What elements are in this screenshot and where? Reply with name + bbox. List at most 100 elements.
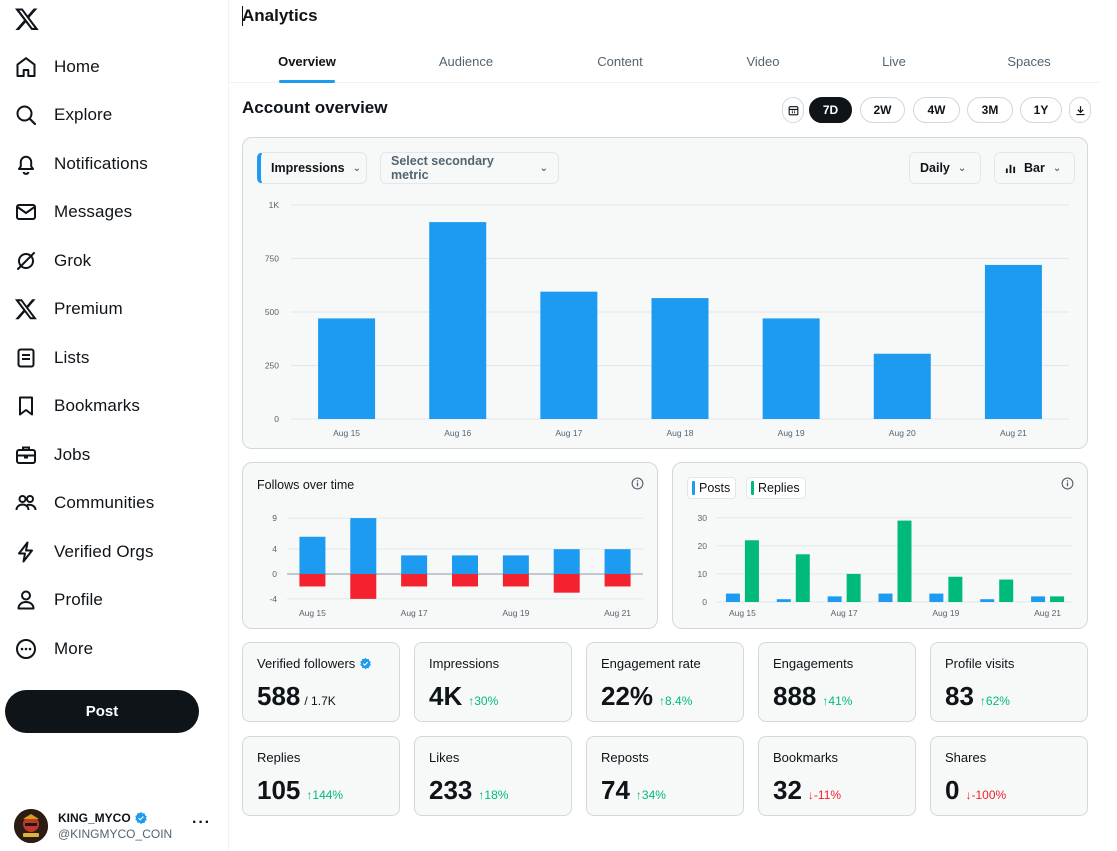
stat-card-impressions[interactable]: Impressions 4K ↑30% [414,642,572,722]
follows-chart-title: Follows over time [257,478,355,492]
chart-bar [827,596,842,602]
chart-bar [350,518,377,575]
sidebar-item-grok[interactable]: Grok [14,241,91,281]
chart-bar [873,353,931,419]
tab-audience[interactable]: Audience [438,54,494,69]
sidebar-item-messages[interactable]: Messages [14,192,132,232]
interval-select[interactable]: Daily ⌄ [909,152,981,184]
follows-chart: -4 0 4 9 Aug 15 Aug 17 Aug 19 Aug 21 [269,513,643,618]
stat-value-row: 233 ↑18% [429,775,508,806]
legend-swatch [751,481,754,495]
stat-card-shares[interactable]: Shares 0 ↓-100% [930,736,1088,816]
account-name: KING_MYCO [58,811,131,825]
sidebar-item-label: Grok [54,251,92,270]
x-tick-label: Aug 19 [502,608,529,618]
sidebar-item-profile[interactable]: Profile [14,580,103,620]
chart-bar [401,574,428,587]
y-tick-label: 250 [265,361,279,371]
tab-live[interactable]: Live [882,54,906,69]
range-4w-button[interactable]: 4W [913,97,960,123]
search-icon [16,105,37,126]
tab-video[interactable]: Video [746,54,780,69]
grok-icon [17,252,35,270]
more-circle-icon [16,639,36,659]
info-icon[interactable] [1061,477,1074,490]
sidebar-item-more[interactable]: More [14,629,93,669]
sidebar-item-label: Communities [54,493,155,512]
sidebar-item-bookmarks[interactable]: Bookmarks [14,386,140,426]
sidebar-item-lists[interactable]: Lists [14,338,89,378]
interval-label: Daily [920,161,950,175]
sidebar-item-label: Home [54,57,100,76]
stat-change: ↑144% [306,788,344,802]
post-button[interactable]: Post [5,690,199,733]
sidebar-item-label: Lists [54,348,90,367]
stat-card-reposts[interactable]: Reposts 74 ↑34% [586,736,744,816]
tab-spaces[interactable]: Spaces [1007,54,1051,69]
range-1y-button[interactable]: 1Y [1020,97,1062,123]
legend-replies[interactable]: Replies [746,477,806,499]
y-tick-label: 750 [265,254,279,264]
legend-posts[interactable]: Posts [687,477,737,499]
sidebar-item-notifications[interactable]: Notifications [14,144,148,184]
stat-card-likes[interactable]: Likes 233 ↑18% [414,736,572,816]
stat-card-engagement-rate[interactable]: Engagement rate 22% ↑8.4% [586,642,744,722]
stat-card-profile-visits[interactable]: Profile visits 83 ↑62% [930,642,1088,722]
more-horizontal-icon[interactable]: ··· [192,814,211,831]
sidebar-item-label: Messages [54,202,133,221]
stat-value-row: 4K ↑30% [429,681,498,712]
chart-type-select[interactable]: Bar ⌄ [994,152,1075,184]
tab-bar: Overview Audience Content Video Live Spa… [229,40,1101,83]
stat-value: 4K [429,681,463,711]
calendar-button[interactable] [782,97,804,123]
x-tick-label: Aug 15 [729,608,756,618]
stat-change: ↑30% [468,694,499,708]
sidebar-item-communities[interactable]: Communities [14,483,154,523]
stat-value-row: 105 ↑144% [257,775,343,806]
stat-card-bookmarks[interactable]: Bookmarks 32 ↓-11% [758,736,916,816]
lightning-icon [18,541,33,563]
chart-bar [452,574,478,587]
x-logo-icon [14,299,37,320]
stat-change: ↓-100% [965,788,1007,802]
stat-value-row: 888 ↑41% [773,681,852,712]
stat-value-row: 0 ↓-100% [945,775,1006,806]
chart-bar [429,222,487,419]
stat-label: Profile visits [945,656,1015,671]
range-3m-button[interactable]: 3M [967,97,1013,123]
range-2w-button[interactable]: 2W [860,97,905,123]
account-switcher[interactable]: KING_MYCO @KINGMYCO_COIN ··· [14,806,219,846]
chart-bar [999,579,1014,602]
sidebar-item-home[interactable]: Home [14,47,100,87]
secondary-metric-select[interactable]: Select secondary metric ⌄ [380,152,559,184]
stat-card-engagements[interactable]: Engagements 888 ↑41% [758,642,916,722]
download-button[interactable] [1069,97,1091,123]
x-tick-label: Aug 17 [555,428,582,438]
posts-replies-chart: 0 10 20 30 Aug 15 Aug 17 Aug 19 Aug 21 [698,513,1073,618]
account-handle: @KINGMYCO_COIN [58,827,173,841]
primary-metric-select[interactable]: Impressions ⌄ [257,152,367,184]
home-icon [16,57,36,77]
x-tick-label: Aug 19 [778,428,805,438]
tab-overview[interactable]: Overview [267,40,347,83]
sidebar-item-explore[interactable]: Explore [14,95,112,135]
sidebar-item-verified-orgs[interactable]: Verified Orgs [14,532,154,572]
chart-bar [350,574,377,599]
sidebar-item-premium[interactable]: Premium [14,289,123,329]
sidebar-item-label: Verified Orgs [54,542,154,561]
info-icon[interactable] [631,477,644,490]
sidebar: Home Explore Notifications Messages Grok… [0,0,229,851]
sidebar-item-jobs[interactable]: Jobs [14,435,90,475]
stat-card-replies[interactable]: Replies 105 ↑144% [242,736,400,816]
range-7d-button[interactable]: 7D [809,97,852,123]
stat-card-verified-followers[interactable]: Verified followers 588/ 1.7K [242,642,400,722]
bar-chart-icon [1005,164,1016,173]
stat-value: 83 [945,681,974,711]
envelope-icon [16,204,36,220]
sidebar-item-label: Profile [54,590,103,609]
tab-content[interactable]: Content [597,54,643,69]
chart-bar [553,549,580,575]
people-icon [15,495,37,511]
x-logo-icon[interactable] [14,6,40,32]
secondary-metric-label: Select secondary metric [391,154,494,182]
